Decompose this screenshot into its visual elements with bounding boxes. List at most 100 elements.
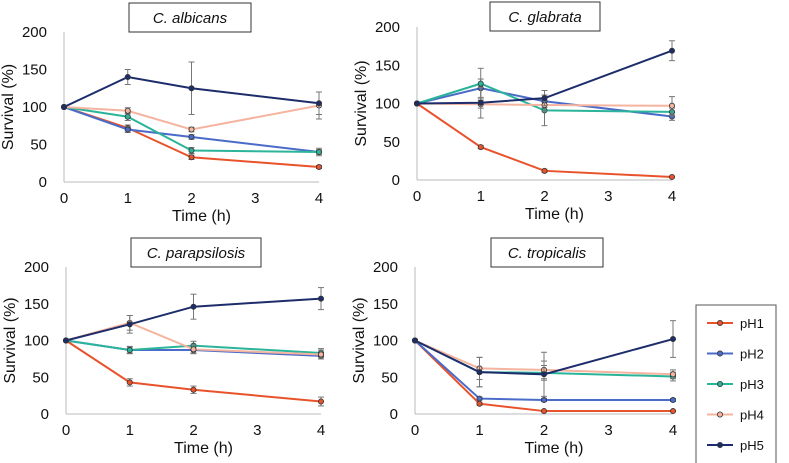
y-tick-label: 200 <box>375 19 400 36</box>
x-axis-title: Time (h) <box>525 206 584 223</box>
series-line-pH5 <box>65 297 322 342</box>
data-point-pH5 <box>315 100 322 107</box>
data-point-pH1 <box>476 400 483 407</box>
data-point-pH5 <box>61 104 68 111</box>
series-line-pH3 <box>416 82 673 113</box>
legend-label-pH5: pH5 <box>740 438 764 453</box>
series-line-pH1 <box>416 102 673 178</box>
y-tick-label: 150 <box>373 296 398 313</box>
data-point-pH5 <box>411 337 418 344</box>
series-line-pH5 <box>63 75 320 108</box>
series-line-pH2 <box>416 87 673 118</box>
data-point-pH3 <box>315 148 322 155</box>
y-tick-label: 50 <box>32 369 49 386</box>
data-point-pH3 <box>124 113 131 120</box>
data-point-pH5 <box>477 99 484 106</box>
data-point-pH5 <box>63 337 70 344</box>
data-point-pH4 <box>190 346 197 353</box>
data-point-pH3 <box>477 80 484 87</box>
data-point-pH4 <box>670 371 677 378</box>
x-tick-label: 4 <box>669 422 677 439</box>
y-tick-label: 0 <box>39 174 47 191</box>
panel-2: 0 50 100 150 200 0 1 2 3 4 Time (h) Survival (%) C. … <box>2 237 325 457</box>
x-tick-label: 0 <box>411 422 419 439</box>
panel-title: C. albicans <box>153 10 228 27</box>
panel-0: 0 50 100 150 200 0 1 2 3 4 Time (h) Survival (%) C. … <box>0 2 323 225</box>
panel-3: 0 50 100 150 200 0 1 2 3 4 Time (h) Survival (%) C. … <box>351 237 677 457</box>
x-tick-label: 3 <box>604 422 612 439</box>
legend-label-pH1: pH1 <box>740 316 764 331</box>
x-tick-label: 2 <box>540 422 548 439</box>
x-tick-label: 0 <box>60 190 68 207</box>
x-tick-label: 4 <box>315 190 323 207</box>
data-point-pH1 <box>317 398 324 405</box>
data-point-pH1 <box>541 167 548 174</box>
data-point-pH5 <box>126 321 133 328</box>
data-point-pH1 <box>188 154 195 161</box>
data-point-pH1 <box>477 144 484 151</box>
data-point-pH5 <box>413 100 420 107</box>
y-axis-title: Survival (%) <box>0 64 17 150</box>
data-point-pH1 <box>669 173 676 180</box>
data-point-pH5 <box>541 371 548 378</box>
data-point-pH5 <box>124 74 131 81</box>
data-point-pH1 <box>670 408 677 415</box>
x-tick-label: 3 <box>253 422 261 439</box>
x-axis-title: Time (h) <box>525 440 584 457</box>
panel-title-box <box>490 237 604 268</box>
y-tick-label: 100 <box>24 333 49 350</box>
panel-title-box <box>130 237 262 268</box>
y-axis-title: Survival (%) <box>353 60 370 146</box>
y-tick-label: 0 <box>390 406 398 423</box>
y-tick-label: 150 <box>22 62 47 79</box>
data-point-pH2 <box>188 133 195 140</box>
y-tick-label: 150 <box>24 296 49 313</box>
x-tick-label: 4 <box>317 422 325 439</box>
y-tick-label: 150 <box>375 57 400 74</box>
legend-marker-pH2 <box>717 350 724 357</box>
legend-marker-pH1 <box>717 319 724 326</box>
x-tick-label: 3 <box>251 190 259 207</box>
y-tick-label: 200 <box>22 24 47 41</box>
series-line-pH1 <box>65 339 322 403</box>
legend-marker-pH3 <box>717 380 724 387</box>
x-tick-label: 1 <box>475 422 483 439</box>
data-point-pH5 <box>670 336 677 343</box>
series-line-pH2 <box>414 339 673 402</box>
data-point-pH1 <box>190 386 197 393</box>
x-axis-title: Time (h) <box>174 440 233 457</box>
data-point-pH5 <box>476 369 483 376</box>
legend: pH1 pH2 pH3 pH4 pH5 <box>695 304 777 463</box>
data-point-pH2 <box>541 397 548 404</box>
y-tick-label: 200 <box>373 259 398 276</box>
y-tick-label: 50 <box>383 134 400 151</box>
series-line-pH1 <box>414 339 673 413</box>
data-point-pH2 <box>476 395 483 402</box>
x-tick-label: 0 <box>62 422 70 439</box>
legend-marker-pH4 <box>717 411 724 418</box>
data-point-pH1 <box>126 379 133 386</box>
y-axis-title: Survival (%) <box>351 297 368 383</box>
data-point-pH5 <box>317 295 324 302</box>
x-tick-label: 1 <box>477 188 485 205</box>
legend-label-pH2: pH2 <box>740 347 764 362</box>
y-tick-label: 100 <box>373 333 398 350</box>
series-line-pH4 <box>63 104 320 131</box>
legend-marker-pH5 <box>717 441 724 448</box>
data-point-pH5 <box>188 85 195 92</box>
data-point-pH1 <box>315 163 322 170</box>
x-tick-label: 1 <box>126 422 134 439</box>
panel-title-box <box>128 2 252 33</box>
series-line-pH5 <box>414 338 674 376</box>
legend-label-pH4: pH4 <box>740 408 764 423</box>
series-line-pH4 <box>414 339 674 376</box>
data-point-pH4 <box>124 107 131 114</box>
y-tick-label: 0 <box>392 172 400 189</box>
data-point-pH5 <box>669 47 676 54</box>
panel-title: C. parapsilosis <box>147 245 246 262</box>
panel-title: C. glabrata <box>508 9 581 26</box>
panel-title-box <box>489 1 601 32</box>
data-point-pH2 <box>124 126 131 133</box>
data-point-pH3 <box>188 147 195 154</box>
